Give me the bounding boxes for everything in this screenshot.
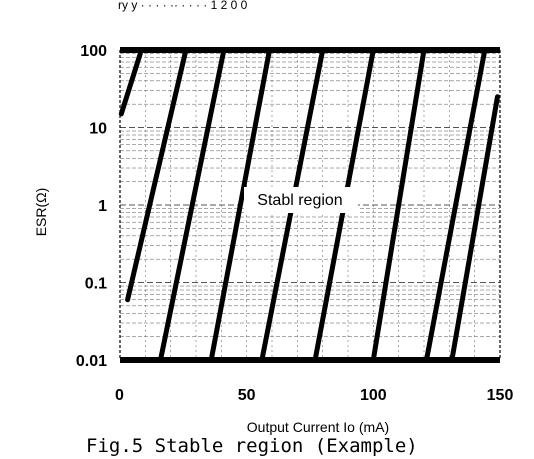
series-line-4 [208, 47, 272, 363]
y-tick-label: 100 [80, 43, 107, 60]
x-axis-label: Output Current Io (mA) [247, 419, 389, 435]
annotation-background [244, 187, 358, 213]
tick-labels: 0.01 0.1 1 10 100 0 50 100 150 [76, 43, 514, 404]
x-tick-label: 0 [115, 387, 124, 404]
y-tick-label: 10 [89, 121, 107, 138]
series-line-1 [118, 51, 143, 117]
x-tick-label: 150 [487, 387, 514, 404]
series-line-9 [449, 94, 500, 363]
y-tick-label: 0.01 [76, 353, 107, 370]
series-line-8 [424, 47, 488, 363]
x-tick-label: 100 [360, 387, 387, 404]
y-tick-label: 0.1 [85, 276, 107, 293]
x-tick-label: 50 [238, 387, 256, 404]
series-line-7 [370, 47, 427, 363]
series-line-3 [158, 47, 227, 363]
header-fragment: ry y · · · · ·· · · · · 1 2 0 0 [118, 0, 248, 12]
series-group [118, 47, 500, 363]
series-line-2 [125, 47, 189, 303]
stable-region-annotation: Stabl region [257, 192, 342, 209]
y-axis-label: ESR(Ω) [33, 188, 49, 237]
y-tick-label: 1 [98, 198, 107, 215]
figure-caption: Fig.5 Stable region (Example) [86, 435, 418, 457]
